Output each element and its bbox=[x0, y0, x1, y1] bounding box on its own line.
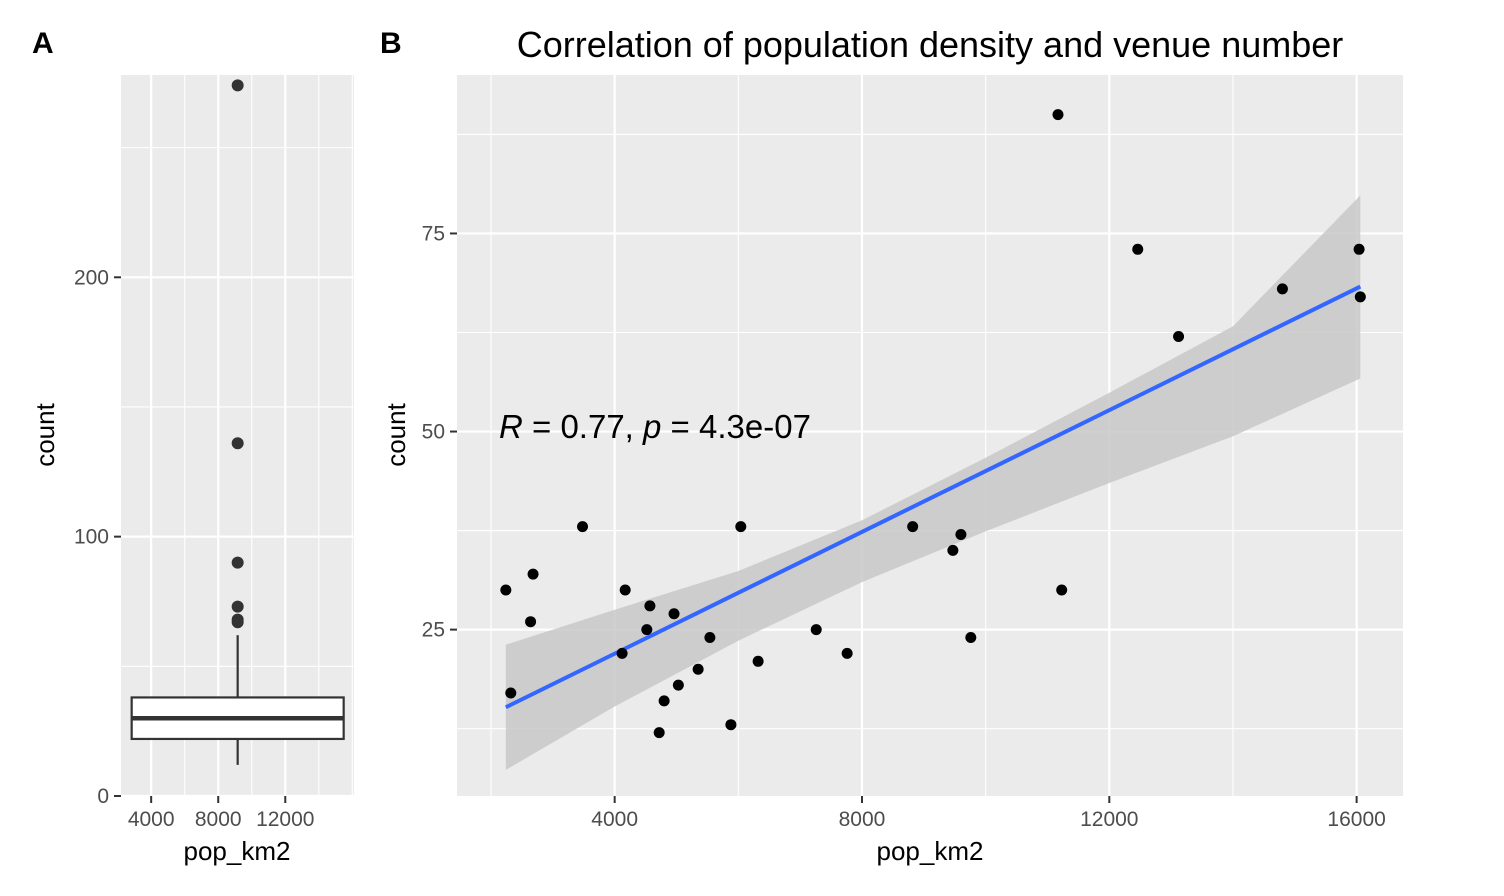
scatter-point bbox=[1132, 243, 1144, 255]
scatter-point bbox=[1276, 283, 1288, 295]
scatter-point bbox=[505, 687, 517, 699]
x-tick-label: 16000 bbox=[1327, 808, 1385, 831]
scatter-point bbox=[1354, 291, 1366, 303]
x-tick-label: 12000 bbox=[1080, 808, 1138, 831]
x-tick-label: 4000 bbox=[128, 808, 175, 831]
x-ticks-b: 4000 8000 12000 16000 bbox=[591, 796, 1386, 831]
scatter-point bbox=[658, 695, 670, 707]
outlier-point bbox=[231, 79, 244, 92]
gridlines-a bbox=[121, 75, 354, 798]
scatter-point bbox=[668, 608, 680, 620]
scatter-point bbox=[644, 600, 656, 612]
x-ticks-a: 4000 8000 12000 bbox=[128, 796, 314, 831]
scatter-point bbox=[616, 647, 628, 659]
r-symbol: R bbox=[499, 408, 523, 445]
scatter-point bbox=[525, 616, 537, 628]
x-axis-title-a: pop_km2 bbox=[184, 836, 291, 866]
scatter-point bbox=[692, 663, 704, 675]
y-axis-title-b: count bbox=[381, 402, 411, 466]
panel-label-a: A bbox=[32, 27, 54, 60]
scatter-point bbox=[735, 521, 747, 533]
scatter-point bbox=[907, 521, 919, 533]
scatter-point bbox=[500, 584, 512, 596]
scatter-point bbox=[653, 727, 665, 739]
outlier-point bbox=[231, 616, 244, 629]
y-ticks-a: 0 100 200 bbox=[74, 266, 121, 808]
scatter-point bbox=[577, 521, 589, 533]
gridlines-b bbox=[457, 75, 1403, 796]
scatter-point bbox=[955, 529, 967, 541]
panel-label-b: B bbox=[380, 27, 402, 60]
scatter-point bbox=[947, 544, 959, 556]
y-tick-label: 25 bbox=[422, 619, 445, 642]
x-tick-label: 4000 bbox=[591, 808, 638, 831]
p-symbol: p bbox=[642, 408, 661, 445]
regression-line bbox=[504, 284, 1362, 710]
boxplot-panel-a: 4000 8000 12000 0 100 200 pop_km2 count bbox=[30, 75, 354, 866]
scatter-points-b bbox=[500, 109, 1366, 739]
scatter-panel-b: Correlation of population density and ve… bbox=[381, 24, 1403, 866]
outlier-points-a bbox=[231, 79, 244, 629]
scatter-point bbox=[641, 624, 653, 636]
r-value-text: = 0.77, bbox=[523, 408, 643, 445]
x-tick-label: 8000 bbox=[195, 808, 242, 831]
x-tick-label: 12000 bbox=[256, 808, 314, 831]
y-tick-label: 0 bbox=[97, 785, 109, 808]
outlier-point bbox=[231, 600, 244, 613]
scatter-point bbox=[704, 632, 716, 644]
y-ticks-b: 25 50 75 bbox=[422, 222, 457, 642]
scatter-point bbox=[527, 568, 539, 580]
scatter-point bbox=[1052, 109, 1064, 121]
chart-title-b: Correlation of population density and ve… bbox=[517, 24, 1344, 65]
scatter-point bbox=[810, 624, 822, 636]
y-tick-label: 50 bbox=[422, 421, 445, 444]
y-tick-label: 75 bbox=[422, 222, 445, 245]
outlier-point bbox=[231, 437, 244, 450]
confidence-ribbon bbox=[505, 195, 1361, 770]
y-axis-title-a: count bbox=[30, 402, 60, 466]
y-tick-label: 200 bbox=[74, 266, 109, 289]
scatter-point bbox=[1173, 330, 1185, 342]
scatter-point bbox=[965, 632, 977, 644]
outlier-point bbox=[231, 556, 244, 569]
y-tick-label: 100 bbox=[74, 526, 109, 549]
scatter-point bbox=[1056, 584, 1068, 596]
scatter-point bbox=[1353, 243, 1365, 255]
scatter-point bbox=[619, 584, 631, 596]
x-tick-label: 8000 bbox=[839, 808, 886, 831]
p-value-text: = 4.3e-07 bbox=[661, 408, 811, 445]
boxplot-a bbox=[130, 635, 345, 765]
x-axis-title-b: pop_km2 bbox=[877, 836, 984, 866]
scatter-point bbox=[725, 719, 737, 731]
correlation-annotation: R = 0.77, p = 4.3e-07 bbox=[499, 408, 811, 445]
scatter-point bbox=[672, 679, 684, 691]
scatter-point bbox=[752, 655, 764, 667]
scatter-point bbox=[841, 647, 853, 659]
